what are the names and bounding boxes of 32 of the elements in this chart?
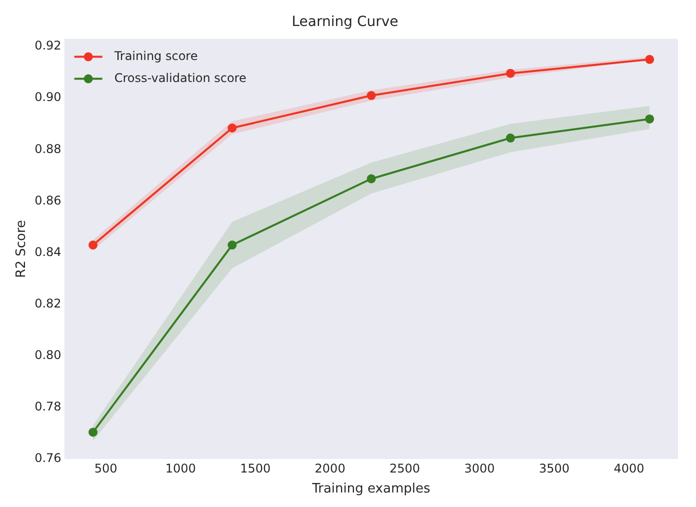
- point: [506, 134, 515, 143]
- y-tick-label: 0.86: [34, 193, 62, 208]
- point: [645, 54, 654, 64]
- point: [88, 428, 98, 437]
- y-tick-label: 0.84: [34, 244, 62, 259]
- x-axis-title: Training examples: [311, 482, 430, 497]
- x-tick-label: 1500: [240, 461, 271, 476]
- point: [645, 114, 654, 124]
- point: [88, 240, 98, 250]
- x-tick-label: 3500: [538, 461, 570, 476]
- x-tick-label: 2500: [390, 461, 420, 476]
- y-tick-label: 0.76: [34, 451, 62, 466]
- point: [366, 91, 376, 100]
- y-axis-title: R2 Score: [14, 220, 30, 278]
- point: [366, 174, 376, 184]
- point: [228, 240, 237, 250]
- x-tick-label: 3000: [464, 461, 495, 476]
- y-tick-label: 0.88: [34, 142, 62, 156]
- point: [228, 123, 237, 132]
- y-tick-label: 0.92: [34, 38, 62, 53]
- point: [506, 68, 515, 78]
- legend-label: Training score: [113, 48, 198, 63]
- x-tick-label: 1000: [165, 461, 196, 476]
- chart-title: Learning Curve: [292, 14, 398, 30]
- y-tick-label: 0.90: [34, 90, 62, 104]
- x-tick-label: 500: [94, 461, 118, 476]
- y-tick-label: 0.80: [34, 348, 62, 362]
- x-tick-label: 2000: [314, 461, 346, 476]
- y-tick-label: 0.82: [34, 296, 62, 310]
- legend-label: Cross-validation score: [114, 70, 246, 85]
- y-tick-label: 0.78: [34, 400, 62, 414]
- x-tick-label: 4000: [614, 461, 644, 476]
